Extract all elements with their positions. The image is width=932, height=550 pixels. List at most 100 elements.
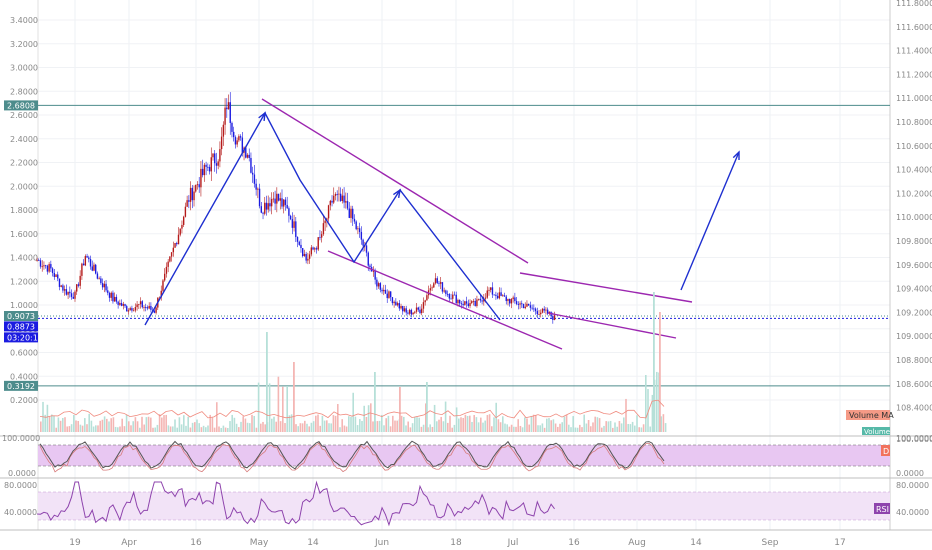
volume-bar: [590, 426, 592, 432]
candle-body: [51, 268, 54, 273]
candle-body: [467, 303, 469, 307]
left-tick-label: 2.8000: [10, 87, 38, 96]
volume-bar: [112, 417, 115, 432]
volume-bar: [189, 427, 192, 432]
volume-bar: [211, 417, 214, 432]
candle-body: [415, 307, 418, 312]
volume-bar: [482, 422, 484, 432]
volume-bar: [414, 417, 416, 432]
candles: [36, 92, 556, 324]
candle-body: [526, 303, 528, 307]
candle-body: [312, 247, 314, 250]
elliott-wave-path: [144, 111, 501, 326]
volume-bar: [579, 424, 581, 432]
volume-bar: [629, 424, 632, 432]
stoch-axis-right-bottom: 0.0000: [896, 469, 924, 478]
candle-body: [117, 301, 119, 305]
candle-body: [357, 228, 359, 230]
volume-bar: [493, 417, 495, 432]
candle-body: [139, 301, 142, 305]
volume-bar: [253, 415, 255, 432]
volume-bar: [81, 425, 84, 432]
candle-body: [419, 309, 421, 314]
volume-bar: [326, 420, 328, 432]
candle-body: [450, 298, 452, 300]
volume-bar: [282, 386, 284, 432]
candle-body: [36, 259, 38, 261]
volume-bar: [317, 414, 319, 432]
volume-bar: [530, 415, 533, 432]
volume-bar: [330, 423, 332, 432]
left-tick-label: 2.0000: [10, 182, 38, 191]
volume-bar: [486, 415, 489, 432]
volume-bar: [62, 418, 64, 432]
candle-body: [522, 303, 525, 309]
rsi-axis-bottom: 40.0000: [4, 508, 37, 517]
volume-bar: [546, 418, 548, 432]
candle-body: [393, 301, 395, 304]
stoch-band: [38, 445, 890, 466]
candle-body: [191, 187, 193, 201]
volume-bar: [464, 414, 467, 432]
volume-bar: [506, 424, 508, 432]
volume-bar: [370, 403, 372, 432]
volume-bar: [304, 420, 306, 432]
candle-body: [336, 194, 338, 195]
candle-body: [507, 298, 509, 302]
candle-body: [295, 221, 297, 237]
volume-bar: [99, 420, 101, 432]
candle-body: [303, 253, 306, 257]
candle-body: [222, 124, 225, 137]
candle-body: [421, 308, 423, 314]
volume-bar: [651, 394, 654, 432]
candle-body: [381, 289, 383, 292]
candle-body: [86, 256, 88, 258]
candle-body: [44, 265, 47, 267]
volume-bar: [110, 418, 112, 432]
candle-body: [305, 253, 307, 261]
volume-bar: [92, 426, 95, 432]
left-tick-label: 2.4000: [10, 135, 38, 144]
candle-body: [60, 285, 62, 287]
volume-bar: [268, 383, 271, 432]
candle-body: [189, 187, 192, 202]
volume-bar: [315, 415, 317, 432]
trendline-1: [327, 250, 563, 350]
volume-bar: [513, 426, 515, 432]
volume-bar: [563, 416, 566, 432]
volume-bar: [97, 425, 99, 432]
candle-body: [184, 206, 187, 217]
candle-body: [100, 278, 102, 284]
volume-bar: [73, 414, 75, 432]
volume-bar: [198, 423, 200, 432]
volume-bar: [484, 420, 486, 432]
candle-body: [281, 198, 283, 207]
volume-bar: [574, 427, 577, 432]
candle-body: [431, 287, 433, 289]
candle-body: [488, 289, 490, 291]
volume-ma-label: Volume MA: [849, 411, 894, 420]
candle-body: [315, 248, 318, 250]
rsi-label-box: [874, 503, 890, 514]
candle-body: [307, 258, 309, 261]
x-tick-label: 16: [568, 538, 580, 548]
candle-body: [146, 307, 149, 309]
volume-bar: [631, 421, 634, 432]
candle-body: [127, 310, 130, 312]
volume-bar: [376, 421, 379, 432]
volume-bar: [48, 416, 51, 432]
volume-bar: [499, 422, 502, 432]
candle-body: [62, 285, 64, 291]
candle-body: [82, 263, 85, 266]
candle-body: [389, 291, 392, 298]
candle-body: [181, 224, 183, 229]
volume-bar: [90, 420, 93, 432]
volume-bar: [121, 418, 123, 432]
candle-body: [164, 273, 166, 281]
candle-body: [538, 314, 540, 315]
volume-bar: [125, 414, 128, 432]
right-tick-label: 111.4000: [896, 47, 932, 56]
volume-bar: [559, 423, 561, 432]
projection-arrowhead: [732, 150, 740, 161]
